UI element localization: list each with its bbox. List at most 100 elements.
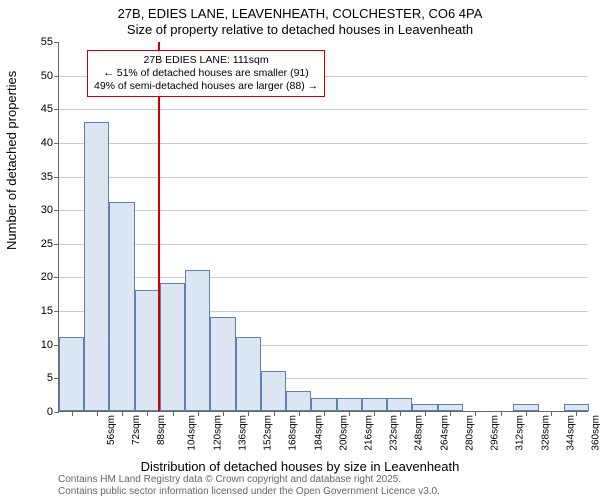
gridline: [59, 244, 588, 245]
ytick-mark: [54, 311, 59, 312]
xtick-mark: [349, 411, 350, 416]
histogram-bar: [362, 398, 387, 411]
xtick-label: 136sqm: [237, 415, 248, 451]
xtick-mark: [374, 411, 375, 416]
gridline: [59, 277, 588, 278]
chart-title-line2: Size of property relative to detached ho…: [0, 22, 600, 37]
ytick-label: 15: [41, 305, 53, 317]
xtick-label: 232sqm: [389, 415, 400, 451]
ytick-mark: [54, 277, 59, 278]
xtick-label: 280sqm: [465, 415, 476, 451]
plot-area: 051015202530354045505556sqm72sqm88sqm104…: [58, 42, 588, 412]
xtick-label: 248sqm: [414, 415, 425, 451]
histogram-bar: [438, 404, 463, 411]
ytick-label: 35: [41, 171, 53, 183]
xtick-label: 120sqm: [212, 415, 223, 451]
xtick-label: 296sqm: [490, 415, 501, 451]
xtick-label: 184sqm: [313, 415, 324, 451]
ytick-label: 40: [41, 137, 53, 149]
histogram-bar: [109, 202, 134, 411]
xtick-mark: [425, 411, 426, 416]
footer-text: Contains HM Land Registry data © Crown c…: [58, 474, 440, 498]
annotation-line3: 49% of semi-detached houses are larger (…: [94, 80, 318, 93]
histogram-bar: [236, 337, 261, 411]
histogram-bar: [564, 404, 589, 411]
chart-title-line1: 27B, EDIES LANE, LEAVENHEATH, COLCHESTER…: [0, 6, 600, 21]
histogram-bar: [513, 404, 538, 411]
xtick-label: 88sqm: [156, 415, 167, 445]
ytick-mark: [54, 412, 59, 413]
ytick-label: 10: [41, 339, 53, 351]
xtick-mark: [324, 411, 325, 416]
xtick-label: 216sqm: [364, 415, 375, 451]
ytick-label: 30: [41, 204, 53, 216]
ytick-mark: [54, 210, 59, 211]
ytick-mark: [54, 244, 59, 245]
xtick-mark: [97, 411, 98, 416]
annotation-line2: ← 51% of detached houses are smaller (91…: [94, 67, 318, 80]
histogram-bar: [286, 391, 311, 411]
xtick-label: 200sqm: [338, 415, 349, 451]
xtick-label: 312sqm: [515, 415, 526, 451]
gridline: [59, 210, 588, 211]
histogram-bar: [337, 398, 362, 411]
xtick-mark: [223, 411, 224, 416]
xtick-mark: [173, 411, 174, 416]
ytick-mark: [54, 76, 59, 77]
xtick-mark: [400, 411, 401, 416]
ytick-mark: [54, 42, 59, 43]
annotation-line1: 27B EDIES LANE: 111sqm: [94, 54, 318, 67]
ytick-mark: [54, 143, 59, 144]
histogram-bar: [59, 337, 84, 411]
histogram-bar: [185, 270, 210, 411]
annotation-box: 27B EDIES LANE: 111sqm← 51% of detached …: [87, 50, 325, 97]
footer-line2: Contains public sector information licen…: [58, 486, 440, 498]
xtick-label: 264sqm: [439, 415, 450, 451]
xtick-label: 72sqm: [131, 415, 142, 445]
xtick-mark: [526, 411, 527, 416]
gridline: [59, 143, 588, 144]
ytick-label: 5: [47, 372, 53, 384]
xtick-mark: [122, 411, 123, 416]
xtick-mark: [198, 411, 199, 416]
ytick-label: 55: [41, 36, 53, 48]
histogram-bar: [160, 283, 185, 411]
histogram-bar: [311, 398, 336, 411]
ytick-mark: [54, 177, 59, 178]
ytick-mark: [54, 109, 59, 110]
footer-line1: Contains HM Land Registry data © Crown c…: [58, 474, 440, 486]
ytick-label: 20: [41, 271, 53, 283]
histogram-bar: [261, 371, 286, 411]
histogram-bar: [387, 398, 412, 411]
xtick-mark: [475, 411, 476, 416]
xtick-label: 152sqm: [263, 415, 274, 451]
histogram-bar: [84, 122, 109, 411]
histogram-bar: [210, 317, 235, 411]
xtick-mark: [551, 411, 552, 416]
histogram-bar: [412, 404, 437, 411]
xtick-label: 168sqm: [288, 415, 299, 451]
xtick-mark: [450, 411, 451, 416]
ytick-label: 25: [41, 238, 53, 250]
ytick-label: 0: [47, 406, 53, 418]
xtick-label: 104sqm: [187, 415, 198, 451]
gridline: [59, 177, 588, 178]
xtick-label: 328sqm: [540, 415, 551, 451]
xtick-mark: [72, 411, 73, 416]
xtick-label: 56sqm: [106, 415, 117, 445]
chart-container: 27B, EDIES LANE, LEAVENHEATH, COLCHESTER…: [0, 0, 600, 500]
xtick-label: 344sqm: [565, 415, 576, 451]
ytick-label: 45: [41, 103, 53, 115]
xtick-mark: [147, 411, 148, 416]
ytick-label: 50: [41, 70, 53, 82]
xtick-mark: [274, 411, 275, 416]
histogram-bar: [135, 290, 160, 411]
gridline: [59, 109, 588, 110]
xtick-mark: [299, 411, 300, 416]
xtick-label: 360sqm: [591, 415, 600, 451]
y-axis-label: Number of detached properties: [4, 71, 19, 250]
xtick-mark: [248, 411, 249, 416]
x-axis-label: Distribution of detached houses by size …: [0, 459, 600, 474]
xtick-mark: [576, 411, 577, 416]
xtick-mark: [501, 411, 502, 416]
